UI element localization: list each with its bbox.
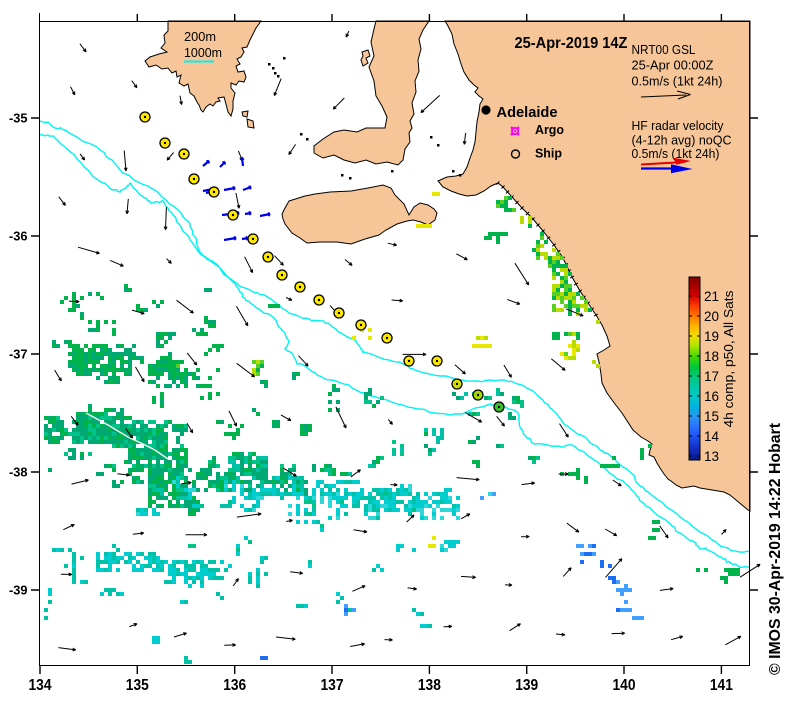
svg-text:25-Apr 00:00Z: 25-Apr 00:00Z: [632, 58, 714, 73]
svg-text:Argo: Argo: [535, 123, 564, 137]
svg-text:-39: -39: [9, 584, 28, 598]
svg-text:19: 19: [704, 329, 719, 344]
svg-text:138: 138: [418, 677, 441, 694]
svg-text:© IMOS 30-Apr-2019 14:22 Hobar: © IMOS 30-Apr-2019 14:22 Hobart: [767, 422, 784, 675]
svg-text:4h comp, p50, All Sats: 4h comp, p50, All Sats: [721, 290, 736, 428]
svg-text:HF radar velocity: HF radar velocity: [632, 118, 724, 133]
svg-text:141: 141: [710, 677, 733, 694]
svg-text:18: 18: [704, 349, 719, 364]
svg-text:-38: -38: [9, 466, 28, 480]
svg-text:0.5m/s (1kt 24h): 0.5m/s (1kt 24h): [632, 74, 723, 89]
svg-text:140: 140: [613, 677, 636, 694]
svg-text:134: 134: [29, 677, 52, 694]
svg-text:21: 21: [704, 289, 719, 304]
svg-text:20: 20: [704, 309, 719, 324]
svg-text:136: 136: [223, 677, 246, 694]
svg-text:200m: 200m: [184, 29, 216, 44]
svg-text:Ship: Ship: [535, 147, 562, 161]
svg-text:-36: -36: [9, 230, 28, 244]
svg-text:17: 17: [704, 369, 719, 384]
svg-text:135: 135: [126, 677, 149, 694]
svg-text:0.5m/s (1kt 24h): 0.5m/s (1kt 24h): [632, 146, 720, 161]
svg-text:139: 139: [515, 677, 538, 694]
svg-text:Adelaide: Adelaide: [497, 104, 558, 121]
svg-text:15: 15: [704, 409, 719, 424]
svg-text:16: 16: [704, 389, 719, 404]
svg-text:-35: -35: [9, 112, 28, 126]
svg-text:NRT00 GSL: NRT00 GSL: [632, 42, 696, 57]
svg-text:13: 13: [704, 449, 719, 464]
svg-text:137: 137: [321, 677, 344, 694]
svg-text:1000m: 1000m: [184, 45, 222, 60]
svg-text:25-Apr-2019 14Z: 25-Apr-2019 14Z: [515, 35, 628, 52]
svg-text:(4-12h avg) noQC: (4-12h avg) noQC: [632, 133, 732, 148]
svg-text:14: 14: [704, 429, 720, 444]
svg-text:-37: -37: [9, 348, 28, 362]
